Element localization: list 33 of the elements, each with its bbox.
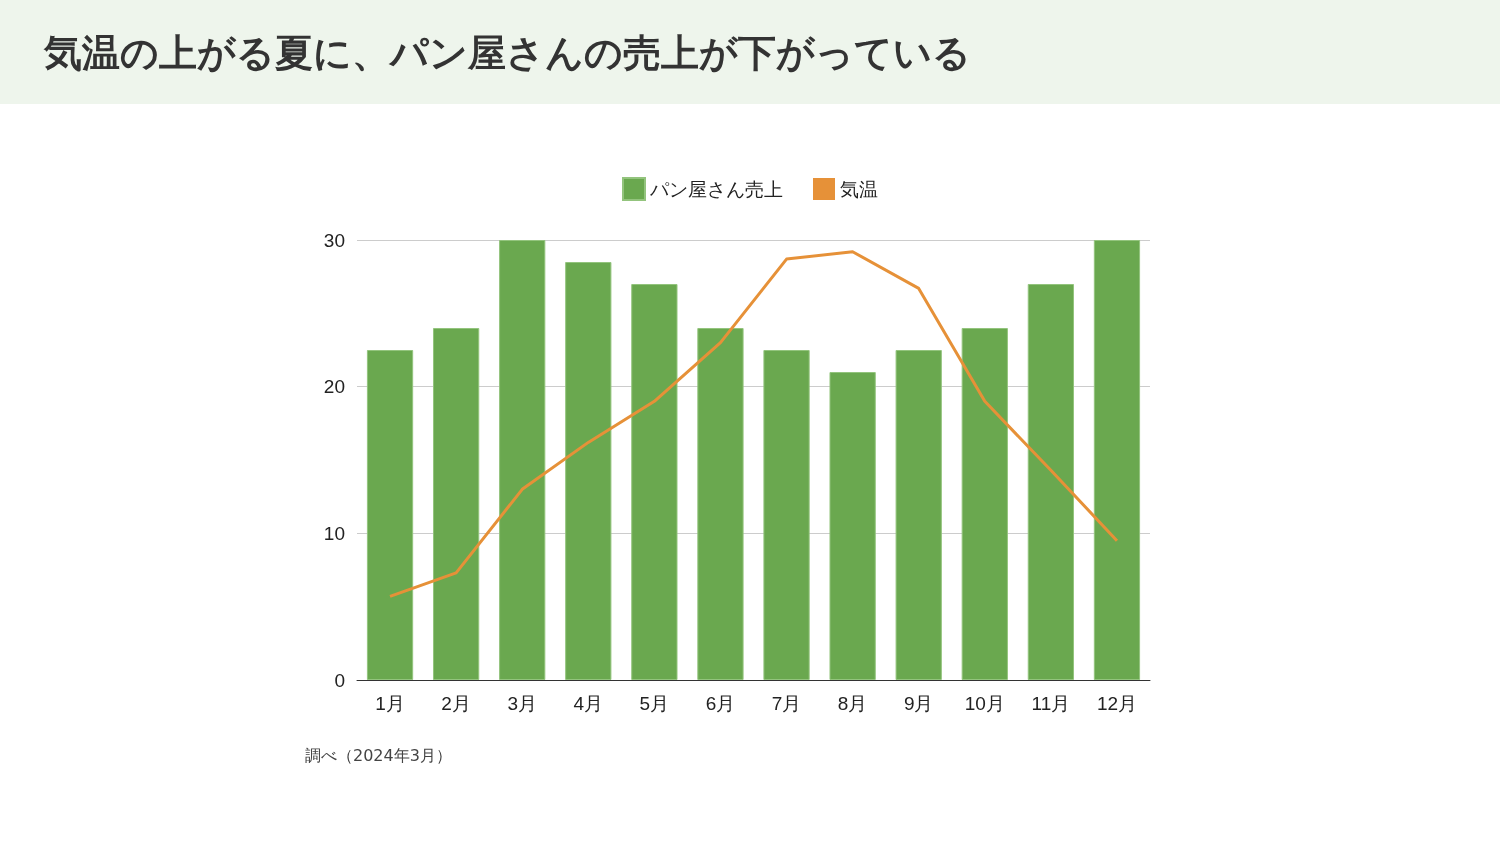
bar <box>433 328 480 680</box>
x-tick-label: 10月 <box>964 693 1005 714</box>
x-tick-label: 7月 <box>771 693 802 714</box>
x-tick-label: 4月 <box>573 693 604 714</box>
y-tick-label: 30 <box>323 229 345 251</box>
x-tick-label: 6月 <box>705 693 736 714</box>
line-series <box>388 250 1119 598</box>
bar <box>631 284 678 680</box>
x-tick-label: 8月 <box>837 693 868 714</box>
x-tick-label: 1月 <box>375 693 405 714</box>
bar <box>895 350 942 680</box>
bar <box>829 372 876 680</box>
y-tick-label: 10 <box>323 522 345 544</box>
chart-title: 気温の上がる夏に、パン屋さんの売上が下がっている <box>44 30 971 77</box>
x-tick-label: 12月 <box>1096 693 1138 714</box>
bar <box>697 328 744 680</box>
bar <box>366 350 414 680</box>
legend-label: 気温 <box>840 178 878 200</box>
bar <box>1093 240 1141 680</box>
bar <box>1027 284 1074 680</box>
y-tick-label: 0 <box>334 669 345 691</box>
x-tick-label: 9月 <box>903 693 934 714</box>
bar <box>961 328 1008 680</box>
bar <box>763 350 810 680</box>
legend-label: パン屋さん売上 <box>649 178 783 200</box>
text: 調べ（2024年3月） <box>305 746 452 767</box>
x-tick-label: 5月 <box>639 693 670 714</box>
x-tick-label: 11月 <box>1031 693 1071 714</box>
x-tick-label: 3月 <box>507 693 537 714</box>
x-tick-label: 2月 <box>441 693 471 714</box>
y-tick-label: 20 <box>323 376 345 398</box>
bar <box>565 262 612 680</box>
bar <box>499 240 546 680</box>
